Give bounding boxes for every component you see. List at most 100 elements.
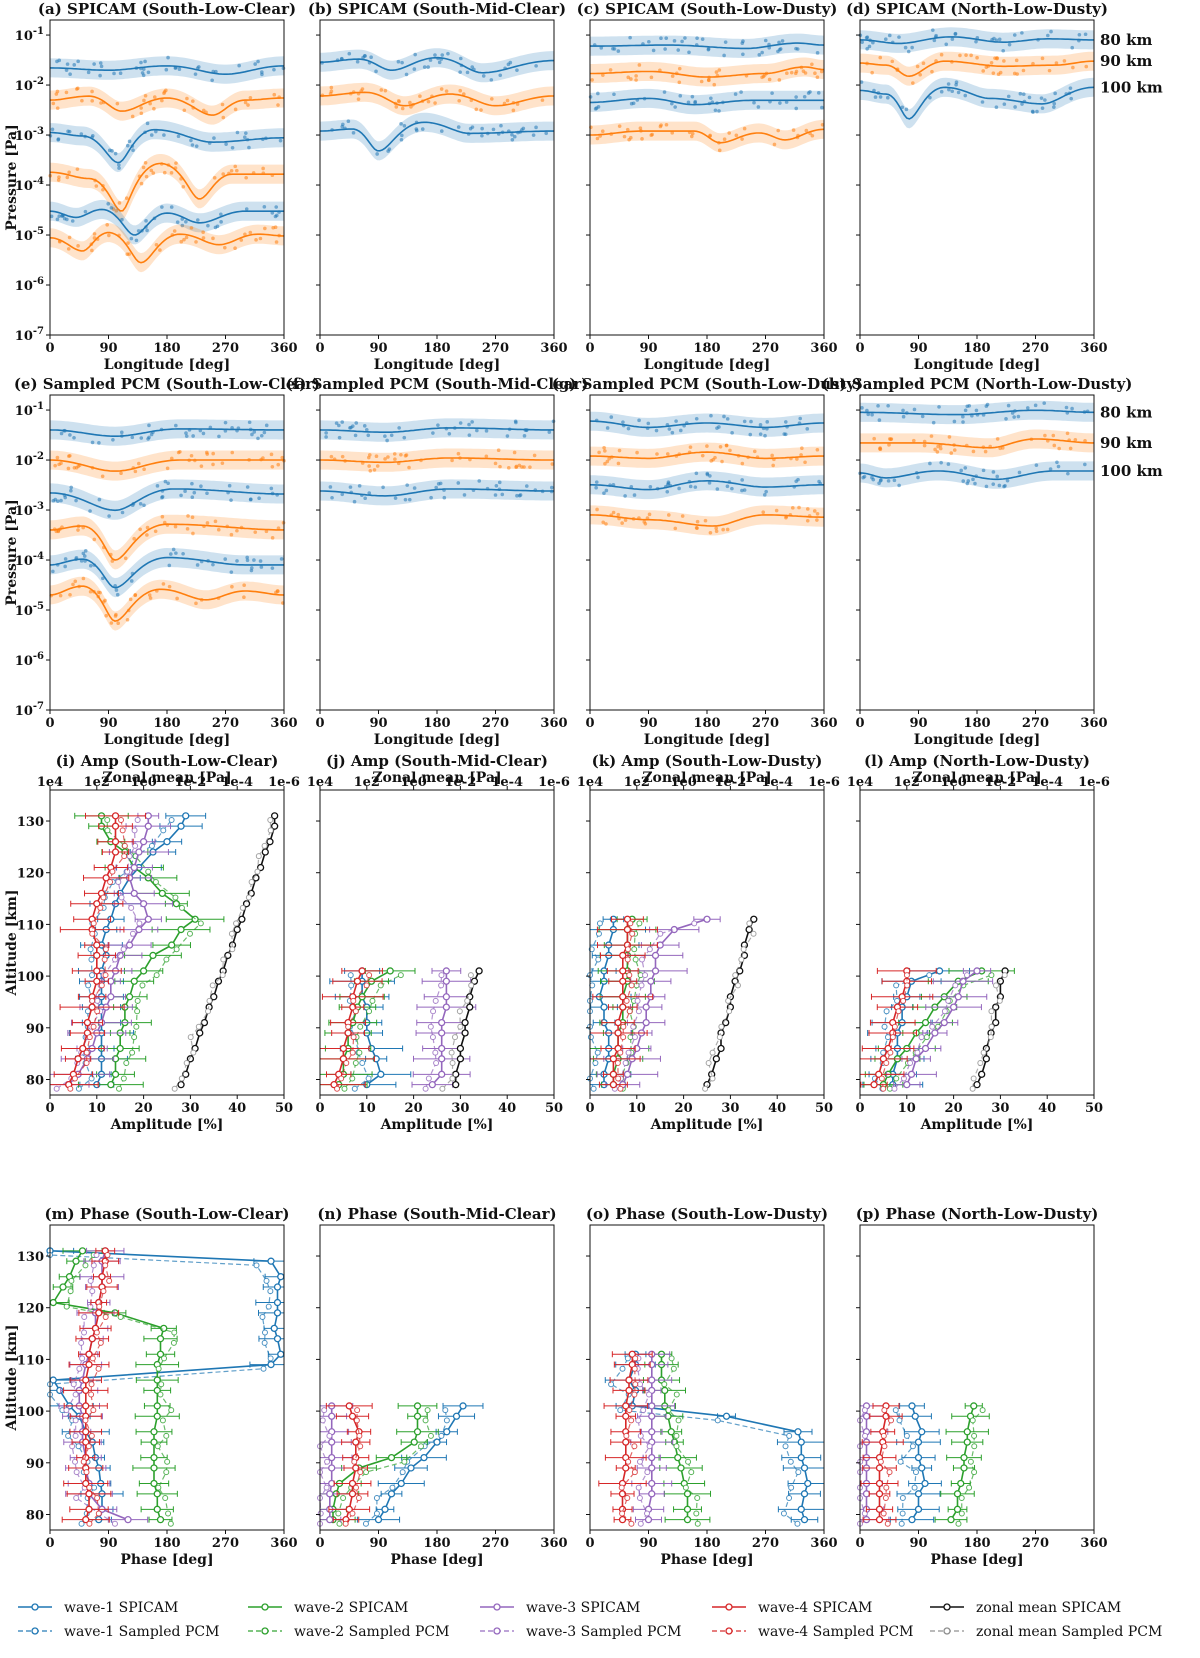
series-marker <box>156 1335 165 1343</box>
data-point <box>67 454 71 458</box>
pcm-marker <box>594 1049 601 1056</box>
data-point <box>185 527 190 531</box>
data-point <box>111 437 115 442</box>
pcm-marker <box>206 997 213 1004</box>
pcm-marker <box>750 930 757 937</box>
pcm-marker <box>104 816 111 823</box>
fit-line <box>590 451 824 460</box>
data-point <box>124 196 129 200</box>
pcm-marker <box>673 1443 680 1450</box>
x-tick-label: 180 <box>423 1536 450 1551</box>
series-level <box>319 112 554 161</box>
pcm-marker <box>903 972 910 979</box>
data-point <box>76 528 80 532</box>
data-point <box>199 464 204 468</box>
data-point <box>730 431 734 435</box>
y-tick-label: 90 <box>26 1457 44 1472</box>
data-point <box>670 101 674 106</box>
data-point <box>693 99 698 104</box>
series-zonal_pcm <box>171 816 274 1092</box>
data-point <box>456 481 461 485</box>
data-point <box>629 135 633 140</box>
pcm-marker <box>630 1023 637 1030</box>
pcm-line <box>345 1410 361 1525</box>
data-point <box>68 433 72 437</box>
pcm-marker <box>625 1458 632 1465</box>
data-point <box>404 72 409 77</box>
legend-label: wave-1 Sampled PCM <box>64 1624 219 1640</box>
pcm-marker <box>121 853 128 860</box>
data-point <box>670 74 675 78</box>
pcm-marker <box>862 1432 869 1439</box>
data-point <box>106 202 111 206</box>
data-point <box>932 38 937 43</box>
data-point <box>995 56 999 60</box>
data-point <box>474 107 479 112</box>
y-tick-label: 90 <box>26 1022 44 1037</box>
series-marker <box>978 1070 986 1078</box>
data-point <box>161 582 166 586</box>
data-point <box>1018 91 1023 96</box>
pcm-marker <box>168 1407 175 1414</box>
data-point <box>426 99 431 104</box>
data-point <box>740 41 745 45</box>
data-point <box>540 98 545 102</box>
data-point <box>76 59 80 64</box>
pcm-marker <box>640 1407 647 1414</box>
data-point <box>194 601 198 606</box>
data-point <box>264 423 269 428</box>
data-point <box>246 103 250 107</box>
data-point <box>528 465 532 469</box>
lon-panel <box>316 19 555 339</box>
data-point <box>337 435 342 440</box>
y-tick-label: 10-2 <box>15 451 44 469</box>
pcm-marker <box>439 1085 446 1092</box>
data-point <box>1069 96 1074 101</box>
pcm-marker <box>67 1085 74 1092</box>
series-marker <box>722 1412 731 1420</box>
pcm-marker <box>102 1262 109 1269</box>
data-point <box>175 596 179 601</box>
series-marker <box>443 1428 451 1436</box>
series-marker <box>144 812 152 820</box>
data-point <box>372 468 377 472</box>
data-point <box>690 131 695 136</box>
x-tick-label: 50 <box>275 1101 293 1116</box>
data-point <box>414 127 419 131</box>
data-point <box>887 33 892 38</box>
axes-frame <box>319 394 555 711</box>
series-wave2 <box>319 1402 439 1527</box>
data-point <box>72 435 76 440</box>
data-point <box>92 236 97 240</box>
series-zonal_pcm <box>969 972 1008 1092</box>
pcm-marker <box>209 982 216 989</box>
pcm-marker <box>90 1262 97 1269</box>
data-point <box>68 593 72 597</box>
data-point <box>408 100 412 105</box>
data-point <box>145 525 150 530</box>
uncertainty-band <box>50 450 284 481</box>
data-point <box>272 92 277 97</box>
data-point <box>174 423 178 428</box>
x-axis-label: Longitude [deg] <box>374 357 500 373</box>
data-point <box>402 435 407 440</box>
series-level <box>858 460 1094 489</box>
series-marker <box>625 1376 633 1384</box>
data-point <box>777 78 782 82</box>
top-tick-label: 1e-6 <box>538 775 570 790</box>
pcm-marker <box>261 842 268 849</box>
data-point <box>1053 91 1057 96</box>
data-point <box>934 33 938 38</box>
data-point <box>110 559 115 563</box>
data-point <box>165 466 170 471</box>
top-tick-label: 1e0 <box>670 775 696 790</box>
data-point <box>649 133 654 137</box>
pcm-marker <box>183 1059 190 1066</box>
data-point <box>337 423 341 428</box>
top-tick-label: 1e2 <box>354 775 380 790</box>
data-point <box>791 128 796 132</box>
top-tick-label: 1e0 <box>400 775 426 790</box>
fit-line <box>319 121 554 152</box>
pcm-marker <box>884 1520 891 1527</box>
data-point <box>125 143 130 148</box>
